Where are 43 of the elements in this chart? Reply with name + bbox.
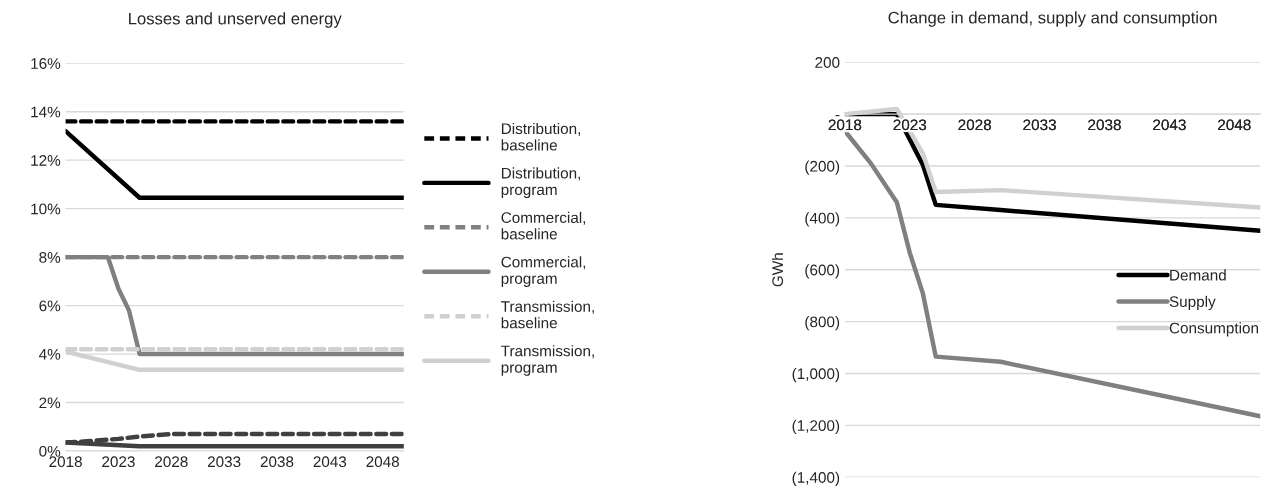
y-tick-label: 14% [31, 106, 61, 118]
legend-label: Supply [1169, 295, 1216, 311]
legend-label: Transmission, program [501, 345, 594, 376]
y-tick-label: (800) [805, 316, 840, 331]
legend-label: Commercial, program [501, 256, 586, 287]
legend-label: Demand [1170, 269, 1226, 281]
y-tick-label: (1,000) [792, 367, 840, 383]
y-tick-label: 12% [31, 155, 61, 166]
y-tick-label: 6% [39, 300, 61, 312]
x-tick-label: 2028 [155, 456, 188, 468]
y-tick-label: 200 [815, 57, 840, 68]
x-tick-label: 2023 [102, 456, 135, 468]
y-tick-label: (1,400) [792, 471, 840, 486]
y-axis-title: GWh [771, 253, 784, 287]
y-tick-label: - [835, 114, 840, 117]
x-tick-label: 2018 [828, 119, 862, 131]
legend-label: Distribution, baseline [501, 122, 580, 151]
x-tick-label: 2048 [366, 456, 399, 468]
x-tick-label: 2033 [1023, 119, 1056, 131]
y-tick-label: (400) [805, 212, 840, 227]
legend-label: Distribution, program [501, 167, 580, 199]
x-tick-label: 2038 [1088, 119, 1121, 131]
legend-label: Commercial, baseline [501, 211, 586, 240]
x-tick-label: 2018 [49, 456, 82, 468]
y-tick-label: (200) [805, 160, 840, 175]
legend-label: Consumption [1169, 322, 1259, 337]
y-tick-label: 2% [39, 397, 61, 409]
y-tick-label: 4% [38, 349, 61, 360]
x-tick-label: 2043 [1153, 119, 1186, 131]
x-tick-label: 2043 [313, 456, 347, 468]
y-tick-label: 8% [39, 251, 61, 263]
y-tick-label: (1,200) [792, 419, 840, 435]
y-tick-label: (600) [805, 264, 840, 279]
x-tick-label: 2033 [207, 456, 241, 468]
chart-title: Losses and unserved energy [129, 12, 342, 28]
x-tick-label: 2028 [958, 119, 992, 131]
legend-label: Transmission, baseline [501, 300, 594, 329]
chart-title: Change in demand, supply and consumption [888, 11, 1217, 27]
x-tick-label: 2048 [1218, 119, 1251, 131]
y-tick-label: 16% [31, 58, 61, 69]
y-tick-label: 0% [39, 445, 61, 457]
x-tick-label: 2038 [260, 456, 294, 468]
y-tick-label: 10% [31, 203, 61, 215]
